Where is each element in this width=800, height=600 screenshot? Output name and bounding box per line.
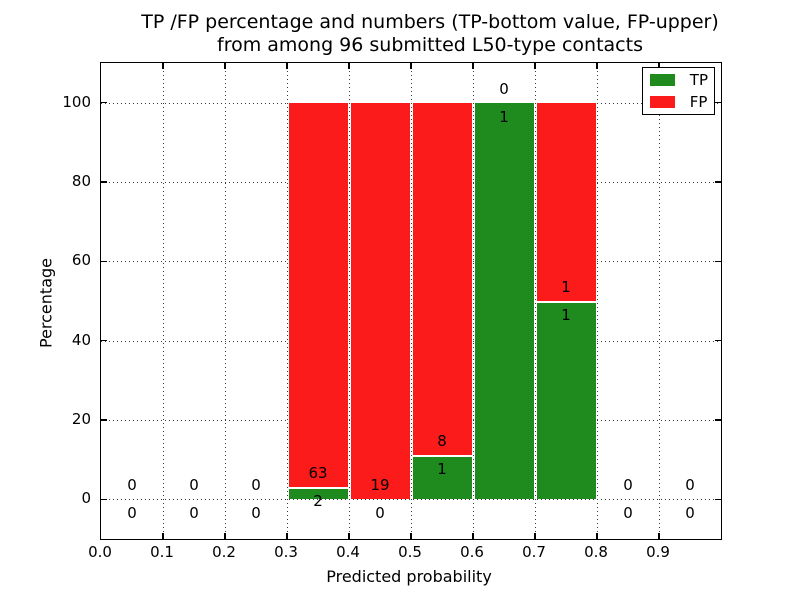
tick-mark-top-0.7: [534, 63, 536, 69]
tick-mark-top-0.2: [224, 63, 226, 69]
x-tick-label-0.1: 0.1: [150, 543, 174, 561]
tick-mark-top-0.5: [410, 63, 412, 69]
tick-mark-bottom-0.7: [534, 533, 536, 539]
annotation-fp-0.9-1.0: 0: [685, 476, 695, 495]
tick-mark-top-0.8: [596, 63, 598, 69]
tick-mark-bottom-0.3: [286, 533, 288, 539]
annotation-fp-0.3-0.4: 63: [308, 464, 328, 483]
legend-entry-fp: FP: [649, 93, 708, 111]
y-tick-label-80: 80: [71, 172, 91, 190]
tick-mark-right-0: [715, 498, 721, 501]
annotation-tp-0.3-0.4: 2: [313, 492, 323, 511]
y-tick-label-60: 60: [71, 251, 91, 270]
x-tick-label-0.4: 0.4: [336, 543, 360, 561]
chart-title-line1: TP /FP percentage and numbers (TP-bottom…: [141, 11, 719, 33]
x-axis-label: Predicted probability: [326, 567, 492, 586]
tick-mark-left-80: [101, 181, 107, 183]
x-tick-label-0.0: 0.0: [88, 543, 112, 561]
chart-title: TP /FP percentage and numbers (TP-bottom…: [141, 11, 719, 57]
tick-mark-left-0: [101, 498, 107, 501]
tick-mark-bottom-0.1: [162, 533, 164, 539]
y-tick-label-100: 100: [62, 92, 91, 111]
gridline-x-0.3: [287, 63, 288, 539]
tp-legend-label: TP: [689, 71, 708, 89]
annotation-tp-0.0-0.1: 0: [127, 504, 137, 523]
tick-mark-right-100: [715, 102, 721, 104]
tick-mark-top-0.1: [162, 63, 164, 69]
legend-entry-tp: TP: [649, 71, 708, 89]
tick-mark-bottom-0.6: [472, 533, 474, 539]
tick-mark-left-20: [101, 419, 107, 421]
annotation-fp-0.0-0.1: 0: [127, 476, 137, 495]
annotation-fp-0.4-0.5: 19: [370, 476, 390, 495]
tick-mark-top-0.9: [658, 63, 660, 69]
bar-fp-0.5-0.6: [412, 102, 472, 456]
y-tick-label-20: 20: [71, 410, 91, 428]
annotation-fp-0.7-0.8: 1: [561, 278, 571, 296]
tick-mark-bottom-0.5: [410, 533, 412, 539]
bar-tp-0.5-0.6: [412, 455, 472, 500]
annotation-tp-0.2-0.3: 0: [251, 504, 261, 523]
annotation-tp-0.4-0.5: 0: [375, 504, 385, 523]
fp-legend-swatch: [649, 96, 675, 108]
bar-fp-0.4-0.5: [350, 102, 410, 500]
plot-area: TP FP 0 0 0 0 0 0 63 2 19 0 8 1 0 1 1 1 0 0 0 0: [100, 62, 722, 540]
annotation-fp-0.8-0.9: 0: [623, 476, 633, 495]
tick-mark-bottom-0.4: [348, 533, 350, 539]
tick-mark-bottom-0.9: [658, 533, 660, 539]
annotation-tp-0.5-0.6: 1: [437, 460, 447, 479]
annotation-fp-0.6-0.7: 0: [499, 79, 509, 98]
tick-mark-left-40: [101, 340, 107, 342]
gridline-x-0.7: [535, 63, 536, 539]
gridline-x-0.8: [597, 63, 598, 539]
annotation-tp-0.6-0.7: 1: [499, 107, 509, 126]
x-tick-label-0.6: 0.6: [460, 543, 484, 561]
tick-mark-top-0.3: [286, 63, 288, 69]
gridline-x-0.6: [473, 63, 474, 539]
y-tick-label-0: 0: [81, 489, 91, 508]
gridline-x-0.5: [411, 63, 412, 539]
y-tick-label-40: 40: [71, 330, 91, 349]
x-tick-label-0.8: 0.8: [584, 543, 608, 561]
annotation-tp-0.1-0.2: 0: [189, 504, 199, 523]
legend: TP FP: [641, 67, 715, 115]
bar-tp-0.3-0.4: [288, 487, 348, 500]
tp-legend-swatch: [649, 74, 675, 86]
tick-mark-bottom-0.8: [596, 533, 598, 539]
tick-mark-right-20: [715, 419, 721, 421]
bar-tp-0.6-0.7: [474, 102, 534, 500]
bar-fp-0.7-0.8: [536, 102, 596, 301]
annotation-tp-0.9-1.0: 0: [685, 504, 695, 523]
x-tick-label-0.5: 0.5: [398, 543, 422, 561]
fp-legend-label: FP: [689, 93, 708, 111]
tick-mark-right-60: [715, 260, 721, 263]
tick-mark-right-80: [715, 181, 721, 183]
gridline-x-0.9: [659, 63, 660, 539]
annotation-fp-0.5-0.6: 8: [437, 432, 447, 451]
tick-mark-left-60: [101, 260, 107, 263]
annotation-tp-0.8-0.9: 0: [623, 504, 633, 523]
x-tick-label-0.2: 0.2: [212, 543, 236, 561]
annotation-tp-0.7-0.8: 1: [561, 306, 571, 324]
gridline-x-0.4: [349, 63, 350, 539]
bar-fp-0.3-0.4: [288, 102, 348, 488]
tick-mark-top-0.4: [348, 63, 350, 69]
gridline-x-0.1: [163, 63, 164, 539]
chart-title-line2: from among 96 submitted L50-type contact…: [217, 34, 643, 56]
x-tick-label-0.7: 0.7: [522, 543, 546, 561]
annotation-fp-0.2-0.3: 0: [251, 476, 261, 495]
tick-mark-top-0.6: [472, 63, 474, 69]
gridline-x-0.2: [225, 63, 226, 539]
tick-mark-right-40: [715, 340, 721, 342]
x-tick-label-0.9: 0.9: [646, 543, 670, 561]
tick-mark-left-100: [101, 102, 107, 104]
x-tick-label-0.3: 0.3: [274, 543, 298, 561]
tick-mark-bottom-0.2: [224, 533, 226, 539]
bar-tp-0.7-0.8: [536, 301, 596, 500]
annotation-fp-0.1-0.2: 0: [189, 476, 199, 495]
